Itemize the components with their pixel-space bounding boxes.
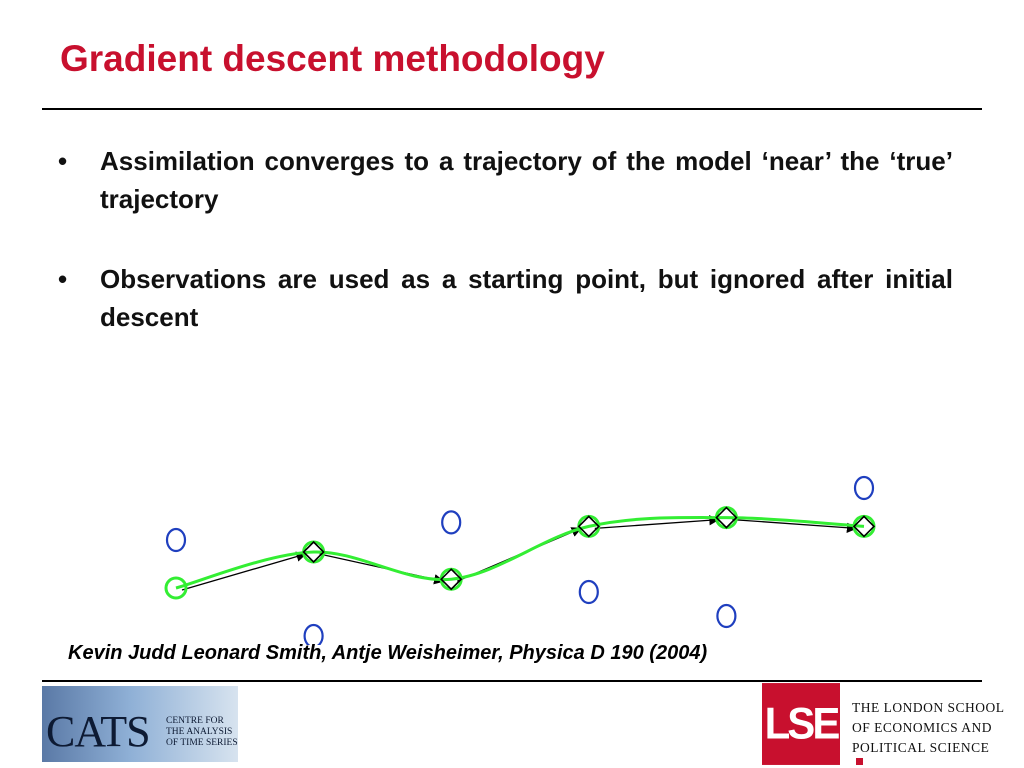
observation-point bbox=[578, 579, 599, 605]
trajectory-point bbox=[302, 540, 326, 564]
lse-logo-line: THE LONDON SCHOOL bbox=[852, 700, 1005, 715]
cats-logo: CATS CENTRE FOR THE ANALYSIS OF TIME SER… bbox=[42, 686, 238, 762]
lse-square-icon bbox=[856, 758, 863, 765]
footer-divider bbox=[42, 680, 982, 682]
bullet-list: • Assimilation converges to a trajectory… bbox=[58, 142, 953, 378]
descent-arrow bbox=[732, 518, 858, 533]
diamond-icon bbox=[852, 515, 876, 538]
diamond-icon bbox=[715, 506, 738, 529]
trajectory-point bbox=[714, 506, 738, 530]
observation-point bbox=[165, 527, 187, 553]
bullet-glyph: • bbox=[58, 264, 68, 294]
observation-point bbox=[853, 475, 875, 501]
cats-logo-line: CENTRE FOR bbox=[166, 716, 224, 726]
lse-logo-text: THE LONDON SCHOOL OF ECONOMICS AND POLIT… bbox=[852, 698, 1005, 765]
bullet-item: • Assimilation converges to a trajectory… bbox=[58, 142, 953, 218]
gradient-descent-diagram bbox=[164, 475, 876, 645]
observation-point bbox=[716, 603, 737, 629]
trajectory-start-point bbox=[164, 576, 188, 600]
title-divider bbox=[42, 108, 982, 110]
bullet-item: • Observations are used as a starting po… bbox=[58, 260, 953, 336]
trajectory-point bbox=[852, 514, 876, 538]
cats-logo-line: THE ANALYSIS bbox=[166, 727, 233, 737]
slide-title: Gradient descent methodology bbox=[60, 38, 605, 79]
cats-logo-word: CATS bbox=[46, 707, 151, 756]
trajectory-line bbox=[175, 516, 865, 590]
observation-layer bbox=[165, 475, 875, 645]
lse-logo-line-last: POLITICAL SCIENCE bbox=[852, 738, 1005, 765]
cats-logo-subtitle: CENTRE FOR THE ANALYSIS OF TIME SERIES bbox=[166, 716, 242, 749]
lse-logo-line: OF ECONOMICS AND bbox=[852, 720, 993, 735]
trajectory-point bbox=[439, 567, 463, 591]
cats-logo-line: OF TIME SERIES bbox=[166, 738, 238, 748]
bullet-glyph: • bbox=[58, 146, 68, 176]
bullet-text: Assimilation converges to a trajectory o… bbox=[100, 146, 953, 214]
trajectory-point-layer bbox=[164, 506, 876, 600]
observation-point bbox=[441, 510, 462, 535]
diamond-icon bbox=[440, 568, 463, 591]
bullet-text: Observations are used as a starting poin… bbox=[100, 264, 953, 332]
trajectory-point bbox=[577, 514, 601, 538]
diamond-icon bbox=[302, 540, 325, 564]
descent-arrow bbox=[594, 515, 720, 530]
descent-arrow bbox=[181, 551, 307, 591]
observation-point bbox=[303, 623, 324, 645]
lse-logo-mark: LSE bbox=[762, 683, 840, 765]
diamond-icon bbox=[577, 515, 600, 538]
citation: Kevin Judd Leonard Smith, Antje Weisheim… bbox=[68, 642, 708, 664]
